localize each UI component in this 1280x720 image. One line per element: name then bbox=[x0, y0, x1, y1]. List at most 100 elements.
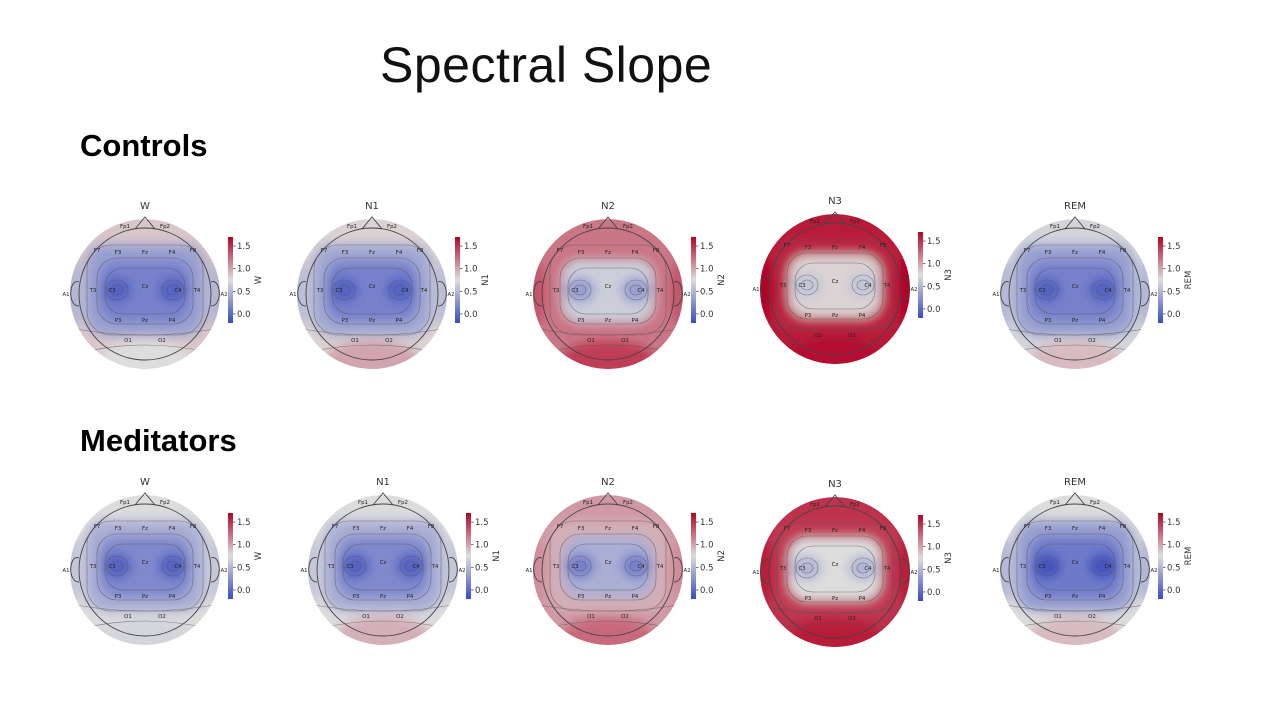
inner-region bbox=[789, 255, 881, 317]
topomap-svg: Fp1 Fp2 F7 F3 Fz F4 F8 A1 T3 C3 Cz C4 T4 A2 P3 Pz P4 O1 O2… bbox=[752, 196, 954, 364]
electrode-label-f4: F4 bbox=[169, 250, 176, 256]
electrode-label-fp2: Fp2 bbox=[850, 219, 860, 225]
contour-line bbox=[1012, 344, 1138, 353]
contour-line bbox=[568, 555, 592, 577]
right-temporal-edge bbox=[670, 260, 683, 328]
colorbar-label: N1 bbox=[481, 274, 491, 286]
contour-line bbox=[399, 555, 423, 577]
inner-region bbox=[326, 260, 418, 322]
electrode-label-fz: Fz bbox=[832, 245, 838, 251]
electrode-label-a2: A2 bbox=[220, 292, 227, 298]
colorbar-tick-label: 1.5 bbox=[475, 518, 489, 528]
colorbar-tick-label: 1.5 bbox=[237, 518, 251, 528]
contour-line bbox=[629, 284, 643, 296]
contour-line bbox=[70, 603, 220, 612]
c3-minimum bbox=[340, 553, 370, 579]
colorbar bbox=[1158, 237, 1163, 323]
colorbar bbox=[1158, 513, 1163, 599]
contour-line bbox=[334, 533, 432, 601]
electrode-label-f4: F4 bbox=[632, 250, 639, 256]
panel-title: W bbox=[140, 477, 150, 488]
electrode-label-c3: C3 bbox=[346, 564, 353, 570]
contour-line bbox=[533, 603, 683, 612]
electrode-label-p3: P3 bbox=[805, 313, 812, 319]
colorbar-tick-label: 1.5 bbox=[1167, 242, 1181, 252]
colorbar bbox=[228, 513, 233, 599]
right-ear-icon bbox=[437, 281, 447, 307]
contour-line bbox=[161, 555, 185, 577]
contour-line bbox=[393, 284, 407, 296]
c4-minimum bbox=[848, 272, 878, 298]
occipital-region bbox=[97, 616, 193, 645]
electrode-label-cz: Cz bbox=[832, 562, 839, 568]
colorbar-label: N3 bbox=[944, 269, 954, 281]
contour-line bbox=[1026, 257, 1124, 325]
colorbar-tick-label: 1.0 bbox=[237, 541, 251, 551]
contour-line bbox=[567, 267, 649, 315]
left-ear-icon bbox=[70, 557, 80, 583]
contour-line bbox=[337, 284, 351, 296]
electrode-label-p3: P3 bbox=[115, 594, 122, 600]
electrode-label-c3: C3 bbox=[571, 564, 578, 570]
electrode-label-pz: Pz bbox=[1072, 318, 1078, 324]
contour-line bbox=[166, 560, 180, 572]
electrode-label-f7: F7 bbox=[784, 243, 791, 249]
right-ear-icon bbox=[1140, 281, 1150, 307]
electrode-label-a2: A2 bbox=[220, 568, 227, 574]
contour-line bbox=[1096, 284, 1110, 296]
occipital-region bbox=[787, 618, 883, 647]
contour-line bbox=[794, 262, 876, 310]
colorbar bbox=[918, 515, 923, 601]
head-outline bbox=[1008, 503, 1142, 637]
electrode-label-o1: O1 bbox=[587, 614, 595, 620]
electrode-label-p3: P3 bbox=[805, 596, 812, 602]
head-outline bbox=[768, 222, 902, 356]
inner-region bbox=[562, 260, 654, 322]
colorbar-label: N1 bbox=[492, 550, 502, 562]
c3-minimum bbox=[792, 272, 822, 298]
contour-line bbox=[800, 279, 814, 291]
nose-icon bbox=[824, 211, 846, 225]
colorbar bbox=[466, 513, 471, 599]
electrode-label-a1: A1 bbox=[289, 292, 296, 298]
electrode-label-c4: C4 bbox=[1104, 288, 1112, 294]
head-outline bbox=[78, 503, 212, 637]
c4-minimum bbox=[1088, 277, 1118, 303]
contour-line bbox=[166, 284, 180, 296]
contour-line bbox=[786, 252, 884, 320]
contour-line bbox=[96, 533, 194, 601]
colorbar-tick-label: 0.5 bbox=[1167, 287, 1181, 297]
electrode-label-c4: C4 bbox=[412, 564, 420, 570]
contour-line bbox=[348, 560, 362, 572]
right-ear-icon bbox=[900, 559, 910, 585]
electrode-label-f4: F4 bbox=[1099, 250, 1106, 256]
electrode-label-fz: Fz bbox=[1072, 250, 1078, 256]
contour-line bbox=[856, 562, 870, 574]
nose-icon bbox=[824, 494, 846, 508]
group-label-controls: Controls bbox=[80, 128, 208, 163]
left-ear-icon bbox=[70, 281, 80, 307]
contour-line bbox=[1034, 543, 1116, 591]
colorbar bbox=[918, 232, 923, 318]
colorbar-tick-label: 1.5 bbox=[700, 518, 714, 528]
nose-icon bbox=[372, 492, 394, 506]
colorbar-tick-label: 0.0 bbox=[1167, 310, 1181, 320]
electrode-label-a1: A1 bbox=[752, 570, 759, 576]
nose-icon bbox=[597, 216, 619, 230]
electrode-label-c3: C3 bbox=[108, 288, 115, 294]
electrode-label-fp2: Fp2 bbox=[623, 224, 633, 230]
electrode-label-p4: P4 bbox=[632, 318, 639, 324]
right-ear-icon bbox=[1140, 557, 1150, 583]
left-temporal-edge bbox=[297, 260, 310, 328]
electrode-label-c4: C4 bbox=[864, 283, 872, 289]
electrode-label-t3: T3 bbox=[1019, 564, 1027, 570]
c4-minimum bbox=[158, 277, 188, 303]
electrode-label-pz: Pz bbox=[1072, 594, 1078, 600]
topomap-panel-controls-n1: Fp1 Fp2 F7 F3 Fz F4 F8 A1 T3 C3 Cz C4 T4 A2 P3 Pz P4 O1 O2… bbox=[272, 197, 491, 377]
electrode-label-a1: A1 bbox=[525, 292, 532, 298]
left-temporal-edge bbox=[1000, 536, 1013, 604]
c4-minimum bbox=[1088, 553, 1118, 579]
panel-title: REM bbox=[1064, 477, 1086, 488]
electrode-label-fp2: Fp2 bbox=[1090, 500, 1100, 506]
colorbar-tick-label: 0.0 bbox=[464, 310, 478, 320]
